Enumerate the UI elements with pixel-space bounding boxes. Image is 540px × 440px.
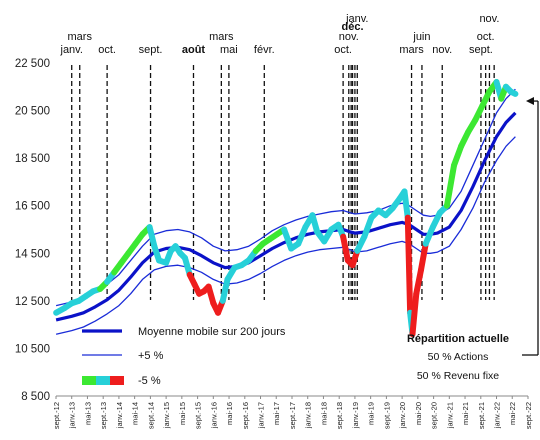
event-label: mars	[68, 31, 93, 43]
x-tick-label: sept.-18	[335, 402, 344, 429]
x-tick-label: sept.-19	[382, 402, 391, 429]
price-segment	[409, 290, 420, 338]
x-tick-label: janv.-17	[257, 402, 266, 429]
x-tick-label: mai-22	[508, 402, 517, 425]
price-segment	[340, 233, 351, 264]
event-label: sept.	[469, 44, 493, 56]
event-label: juin	[412, 31, 430, 43]
price-segment	[507, 88, 519, 97]
x-tick-label: sept.-12	[52, 402, 61, 429]
y-tick-label: 20 500	[15, 106, 50, 118]
event-label: mars	[209, 31, 234, 43]
price-segment	[401, 188, 411, 221]
event-label: janv.	[60, 44, 83, 56]
x-tick-label: mai-15	[178, 402, 187, 425]
price-segment	[443, 162, 458, 209]
legend-swatch-block	[110, 376, 124, 385]
x-axis: sept.-12 janv.-13 mai-13 sept.-13 janv.-14 ma…	[52, 395, 533, 429]
info-box-title: Répartition actuelle	[407, 333, 509, 345]
price-segment	[417, 240, 429, 273]
legend-swatch-block	[96, 376, 110, 385]
series-line-moving-average	[55, 111, 517, 322]
legend: Moyenne mobile sur 200 jours +5 % -5 %	[82, 326, 286, 387]
x-tick-label: mai-18	[319, 402, 328, 425]
x-tick-label: sept.-15	[194, 402, 203, 429]
price-segment	[281, 226, 295, 252]
info-box: Répartition actuelle 50 % Actions 50 % R…	[407, 333, 509, 382]
event-label: oct.	[477, 31, 495, 43]
event-label: mai	[220, 44, 238, 56]
y-tick-label: 10 500	[15, 343, 50, 355]
event-label: oct.	[334, 44, 352, 56]
event-label: janv.	[345, 13, 368, 25]
y-tick-label: 22 500	[15, 58, 50, 70]
x-tick-label: janv.-16	[209, 402, 218, 429]
x-tick-label: sept.-14	[146, 402, 155, 429]
event-label: mars	[399, 44, 424, 56]
x-tick-label: sept.-20	[430, 402, 439, 429]
x-tick-label: janv.-19	[351, 402, 360, 429]
y-axis: 8 500 10 500 12 500 14 500 16 500 18 500 20 50…	[15, 58, 50, 403]
x-tick-label: mai-20	[414, 402, 423, 425]
event-lines	[71, 65, 495, 300]
x-tick-label: sept.-13	[99, 402, 108, 429]
event-label: nov.	[339, 31, 359, 43]
price-segment	[451, 143, 465, 169]
legend-label: Moyenne mobile sur 200 jours	[138, 326, 286, 338]
event-label: déc.	[342, 21, 364, 33]
legend-label: -5 %	[138, 375, 161, 387]
info-box-line-fixed-income: 50 % Revenu fixe	[417, 370, 499, 382]
price-segment	[422, 224, 436, 247]
y-tick-label: 12 500	[15, 296, 50, 308]
price-segment	[413, 266, 424, 297]
price-segment	[361, 214, 375, 240]
x-tick-label: janv.-21	[445, 402, 454, 429]
y-tick-label: 18 500	[15, 153, 50, 165]
x-tick-label: mai-16	[225, 402, 234, 425]
x-tick-label: mai-14	[131, 402, 140, 425]
x-tick-label: janv.-22	[493, 402, 502, 429]
x-tick-label: sept.-16	[241, 402, 250, 429]
price-segment	[219, 276, 231, 304]
x-tick-label: janv.-18	[304, 402, 313, 429]
legend-swatch-block	[82, 376, 96, 385]
y-tick-label: 14 500	[15, 248, 50, 260]
event-label: nov.	[432, 44, 452, 56]
price-segment	[295, 224, 309, 247]
price-segment	[146, 224, 158, 250]
x-tick-label: janv.-13	[68, 402, 77, 429]
y-tick-label: 16 500	[15, 201, 50, 213]
x-tick-label: sept.-22	[524, 402, 533, 429]
x-tick-label: janv.-14	[115, 402, 124, 429]
event-label: févr.	[254, 44, 275, 56]
event-label: nov.	[479, 13, 499, 25]
x-tick-label: mai-17	[272, 402, 281, 425]
series-layer	[53, 79, 519, 338]
x-tick-label: sept.-17	[288, 402, 297, 429]
event-label: oct.	[98, 44, 116, 56]
x-tick-label: mai-13	[83, 402, 92, 425]
series-line-minus-5	[55, 136, 516, 335]
info-box-line-equities: 50 % Actions	[428, 351, 489, 363]
event-label: août	[182, 44, 206, 56]
event-label: sept.	[139, 44, 163, 56]
x-tick-label: janv.-15	[162, 402, 171, 429]
x-tick-label: sept.-21	[477, 402, 486, 429]
y-tick-label: 8 500	[21, 391, 50, 403]
x-tick-label: mai-21	[461, 402, 470, 425]
legend-label: +5 %	[138, 350, 164, 362]
pointer-arrowhead	[526, 97, 534, 106]
price-segment	[404, 214, 414, 316]
x-tick-label: mai-19	[367, 402, 376, 425]
current-allocation-pointer	[522, 97, 539, 356]
x-tick-label: janv.-20	[398, 402, 407, 429]
